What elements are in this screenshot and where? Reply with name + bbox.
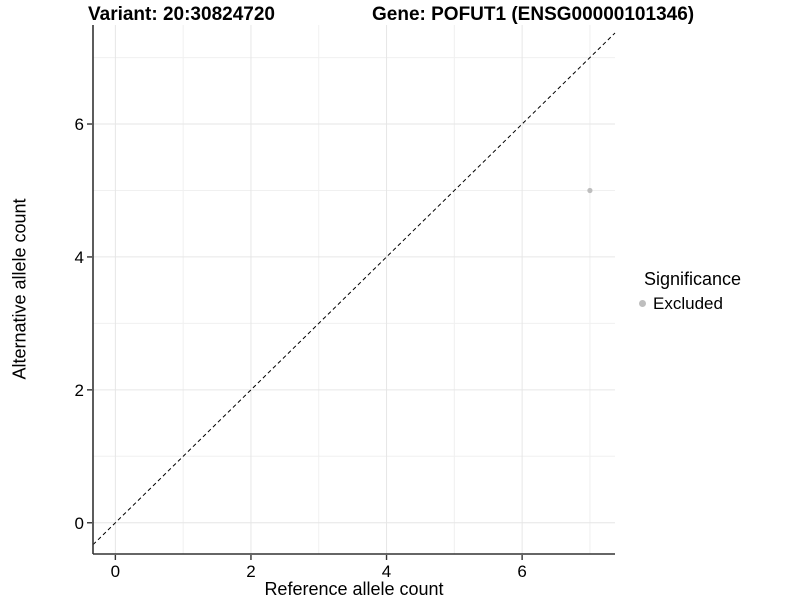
- x-axis-title: Reference allele count: [264, 579, 444, 599]
- y-tick-label: 2: [75, 381, 84, 400]
- excluded-point-icon: [639, 300, 646, 307]
- plot-title-gene: Gene: POFUT1 (ENSG00000101346): [372, 4, 695, 25]
- legend: Significance Excluded: [634, 268, 741, 314]
- legend-item-label: Excluded: [653, 293, 723, 313]
- legend-key: [634, 295, 651, 312]
- data-point: [587, 187, 593, 194]
- x-tick-label: 2: [246, 562, 255, 581]
- y-tick-label: 4: [75, 248, 84, 267]
- plot-title-variant: Variant: 20:30824720: [88, 4, 275, 25]
- identity-line: [92, 32, 616, 546]
- legend-title: Significance: [644, 269, 742, 289]
- x-tick-label: 6: [517, 562, 526, 581]
- legend-item-excluded: Excluded: [634, 294, 741, 314]
- x-tick-label: 0: [111, 562, 120, 581]
- x-tick-label: 4: [382, 562, 391, 581]
- y-tick-label: 6: [75, 115, 84, 134]
- y-axis-title: Alternative allele count: [9, 198, 30, 380]
- y-tick-label: 0: [75, 514, 84, 533]
